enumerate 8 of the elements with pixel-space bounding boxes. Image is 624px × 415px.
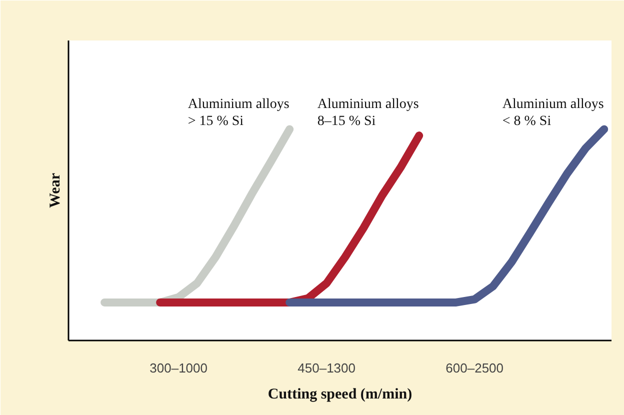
series-label: Aluminium alloys > 15 % Si (188, 96, 290, 130)
series-label: Aluminium alloys 8–15 % Si (317, 96, 419, 130)
x-axis-title: Cutting speed (m/min) (268, 386, 412, 402)
x-tick-label: 450–1300 (298, 360, 356, 376)
series-label: Aluminium alloys < 8 % Si (502, 96, 604, 130)
y-axis-title: Wear (48, 172, 64, 208)
x-tick-label: 300–1000 (150, 360, 208, 376)
x-tick-label: 600–2500 (446, 360, 504, 376)
